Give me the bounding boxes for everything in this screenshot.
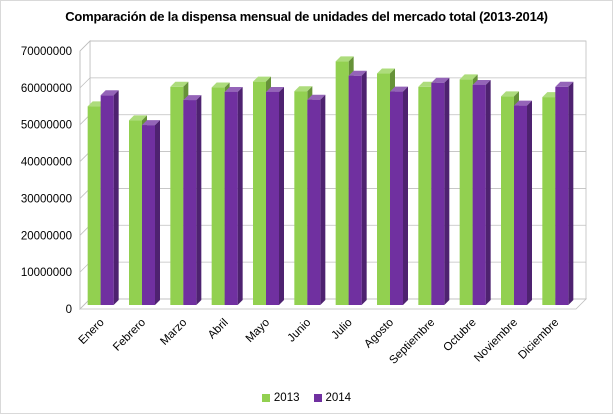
bar-top-2014 [348, 70, 367, 76]
bar-top-2013 [459, 74, 478, 80]
x-tick-label: Enero [77, 317, 107, 347]
legend-swatch-2014 [313, 394, 322, 402]
bar-side-2014 [237, 86, 243, 305]
bar-side-2014 [113, 90, 119, 305]
bar-2013 [459, 79, 473, 305]
bar-side-2014 [279, 86, 284, 305]
bar-2013 [129, 120, 142, 306]
y-tick-label: 10000000 [21, 267, 72, 279]
bar-top-2014 [142, 120, 160, 126]
bar-2013 [542, 97, 556, 305]
bar-top-2014 [307, 94, 326, 100]
bar-2014 [514, 105, 527, 305]
bar-2014 [266, 91, 279, 305]
bar-top-2014 [100, 90, 119, 96]
bar-2014 [390, 91, 403, 306]
bar-side-2014 [485, 79, 491, 305]
bar-side-2014 [320, 94, 326, 305]
bar-side-2014 [527, 100, 532, 305]
gridline-side [79, 40, 91, 52]
bar-top-2013 [170, 81, 189, 87]
bar-top-2014 [555, 81, 574, 87]
bar-2013 [377, 73, 390, 305]
chart-title: Comparación de la dispensa mensual de un… [65, 9, 548, 24]
y-tick-label: 0 [66, 304, 72, 316]
bar-top-2014 [183, 95, 202, 101]
bar-2013 [294, 91, 308, 305]
legend-item-2014: 2014 [313, 392, 352, 404]
bar-top-2014 [431, 77, 450, 83]
x-tick-label: Julio [330, 317, 355, 342]
y-tick-label: 60000000 [21, 83, 72, 95]
bar-top-2014 [514, 100, 532, 106]
bar-2013 [501, 96, 514, 305]
x-tick-label: Mayo [244, 317, 272, 345]
bar-2014 [142, 125, 155, 305]
bar-side-2014 [196, 95, 202, 306]
legend-label-2014: 2014 [325, 392, 352, 404]
bar-2013 [418, 86, 432, 305]
bar-2013 [211, 87, 225, 306]
y-tick-label: 70000000 [21, 46, 72, 58]
y-tick-label: 50000000 [21, 120, 72, 132]
bar-top-2013 [294, 86, 313, 92]
bar-side-2014 [444, 77, 450, 305]
x-tick-label: Abril [206, 317, 231, 342]
bar-2014 [100, 95, 114, 305]
x-tick-label: Octubre [441, 317, 478, 354]
bar-2014 [307, 99, 321, 305]
bar-top-2013 [335, 56, 354, 62]
bar-2014 [555, 86, 569, 305]
bar-2013 [170, 86, 184, 305]
bar-2014 [348, 75, 362, 306]
bar-side-2014 [361, 70, 367, 306]
x-tick-label: Junio [286, 317, 314, 345]
legend-label-2013: 2013 [273, 392, 300, 404]
bar-top-2014 [390, 86, 408, 92]
bar-2013 [87, 106, 101, 305]
bar-2014 [472, 84, 486, 305]
gridline-side [79, 77, 91, 89]
legend: 2013 2014 [0, 390, 613, 406]
bar-top-2014 [472, 79, 491, 85]
bar-top-2014 [266, 86, 284, 92]
x-tick-label: Agosto [362, 317, 396, 351]
legend-item-2013: 2013 [261, 392, 300, 404]
bar-top-2014 [224, 86, 243, 92]
bar-2013 [253, 81, 266, 305]
x-tick-label: Diciembre [516, 317, 561, 362]
bar-2013 [335, 61, 349, 306]
bar-side-2014 [155, 120, 160, 305]
y-tick-label: 40000000 [21, 157, 72, 169]
bar-2014 [431, 82, 445, 305]
bar-2014 [183, 100, 197, 306]
y-tick-label: 30000000 [21, 193, 72, 205]
bar-top-2013 [129, 115, 147, 121]
y-tick-label: 20000000 [21, 230, 72, 242]
bar-top-2013 [253, 76, 271, 82]
bar-side-2014 [403, 86, 408, 306]
x-tick-label: Febrero [111, 317, 148, 354]
bar-top-2013 [501, 91, 519, 97]
bar-top-2013 [211, 82, 230, 88]
bar-side-2014 [568, 81, 574, 305]
x-tick-label: Noviembre [472, 317, 520, 365]
bar-top-2013 [377, 68, 395, 74]
x-tick-label: Marzo [158, 317, 189, 348]
bar-2014 [224, 91, 238, 305]
legend-swatch-2013 [261, 394, 270, 402]
